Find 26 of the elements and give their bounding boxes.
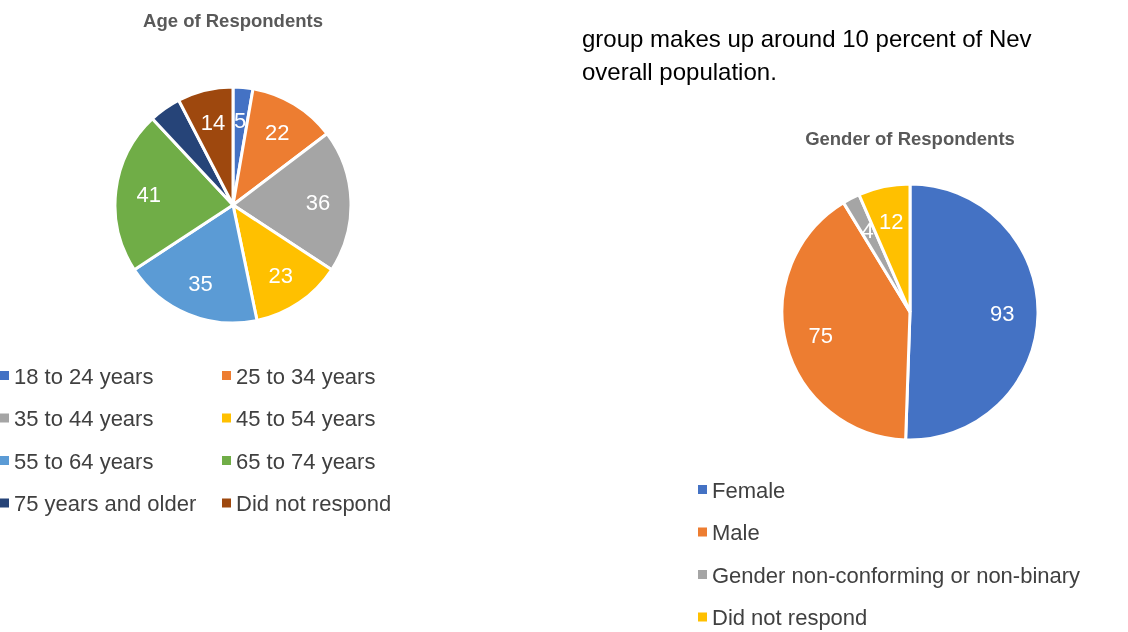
data-label: 5 [234,107,247,133]
chart-title: Age of Respondents [143,10,323,31]
data-label: 23 [268,262,294,288]
data-label: 75 [808,322,834,348]
legend-label: 45 to 54 years [236,406,376,431]
legend-label: 18 to 24 years [14,363,154,389]
legend-label: Male [712,520,760,545]
data-label: 41 [136,182,161,208]
data-label: 22 [264,119,290,145]
data-label: 36 [305,189,331,215]
legend-label: Did not respond [712,605,868,630]
data-label: 35 [188,270,213,296]
text: overall population. [582,58,777,85]
legend-label: Gender non-conforming or non-binary [712,562,1081,588]
data-label: 12 [879,209,904,235]
chart-title: Gender of Respondents [805,128,1015,149]
data-label: 93 [989,301,1015,327]
legend-label: Female [712,477,786,503]
legend-label: 65 to 74 years [236,448,376,474]
data-label: 14 [200,109,226,135]
legend-label: 55 to 64 years [14,448,154,474]
legend-label: 25 to 34 years [236,363,376,389]
legend-label: 35 to 44 years [14,406,154,431]
text: group makes up around 10 percent of Nev [582,25,1032,52]
legend-label: 75 years and older [14,491,197,516]
legend-label: Did not respond [236,491,392,516]
